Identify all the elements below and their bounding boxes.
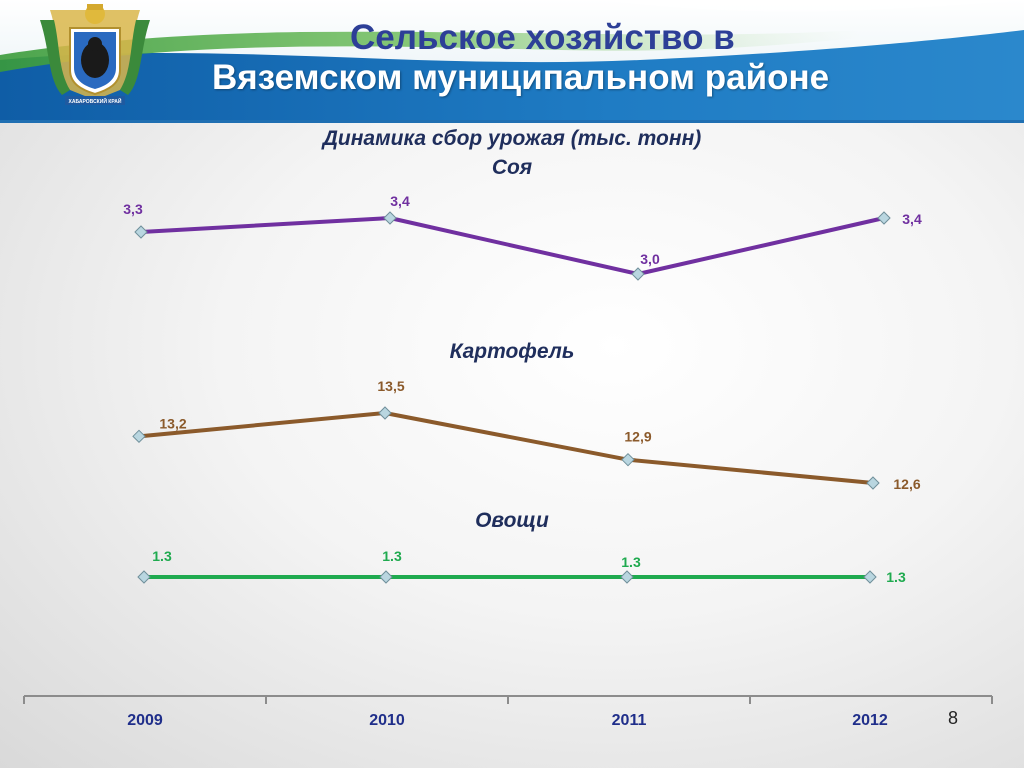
data-point-vegetables-2011 bbox=[620, 570, 634, 584]
data-point-vegetables-2009 bbox=[137, 570, 151, 584]
data-label-soy-2009: 3,3 bbox=[123, 201, 143, 217]
data-point-vegetables-2010 bbox=[379, 570, 393, 584]
data-point-soy-2012 bbox=[877, 211, 891, 225]
data-label-vegetables-2012: 1.3 bbox=[886, 569, 906, 585]
x-tick-label-2009: 2009 bbox=[127, 712, 163, 729]
data-label-potato-2012: 12,6 bbox=[893, 476, 920, 492]
data-point-potato-2010 bbox=[378, 406, 392, 420]
series-title-soy: Соя bbox=[491, 156, 533, 179]
data-label-potato-2010: 13,5 bbox=[377, 378, 404, 394]
data-point-soy-2011 bbox=[631, 267, 645, 281]
data-label-vegetables-2011: 1.3 bbox=[621, 554, 641, 570]
data-point-soy-2009 bbox=[134, 225, 148, 239]
series-title-potato: Картофель bbox=[450, 340, 575, 363]
data-label-vegetables-2010: 1.3 bbox=[382, 548, 402, 564]
data-label-soy-2012: 3,4 bbox=[902, 211, 922, 227]
chart-title: Динамика сбор урожая (тыс. тонн) bbox=[322, 127, 702, 150]
coat-of-arms-emblem: ХАБАРОВСКИЙ КРАЙ bbox=[40, 4, 150, 105]
header-banner: ХАБАРОВСКИЙ КРАЙ Сельское хозяйство в Вя… bbox=[0, 0, 1024, 123]
data-point-potato-2011 bbox=[621, 452, 635, 467]
header-wave-background bbox=[0, 0, 1024, 120]
emblem-caption: ХАБАРОВСКИЙ КРАЙ bbox=[69, 97, 122, 105]
x-tick-label-2011: 2011 bbox=[612, 712, 647, 729]
data-label-potato-2011: 12,9 bbox=[624, 429, 651, 445]
data-label-potato-2009: 13,2 bbox=[159, 415, 186, 431]
data-point-potato-2009 bbox=[132, 429, 146, 444]
page-number: 8 bbox=[948, 708, 959, 728]
page-title-line1: Сельское хозяйство в bbox=[350, 18, 735, 57]
data-point-potato-2012 bbox=[866, 476, 880, 490]
page-title-line2: Вяземском муниципальном районе bbox=[212, 58, 830, 97]
data-label-soy-2011: 3,0 bbox=[640, 251, 660, 267]
x-tick-label-2012: 2012 bbox=[852, 712, 888, 729]
series-line-potato bbox=[138, 411, 874, 485]
series-line-soy bbox=[140, 216, 885, 276]
x-tick-label-2010: 2010 bbox=[369, 712, 405, 729]
data-point-vegetables-2012 bbox=[863, 570, 877, 584]
data-point-soy-2010 bbox=[383, 211, 397, 225]
chart-title-block: Динамика сбор урожая (тыс. тонн) Соя bbox=[0, 124, 1024, 182]
series-title-vegetables: Овощи bbox=[475, 509, 549, 532]
data-label-soy-2010: 3,4 bbox=[390, 193, 410, 209]
data-label-vegetables-2009: 1.3 bbox=[152, 548, 172, 564]
